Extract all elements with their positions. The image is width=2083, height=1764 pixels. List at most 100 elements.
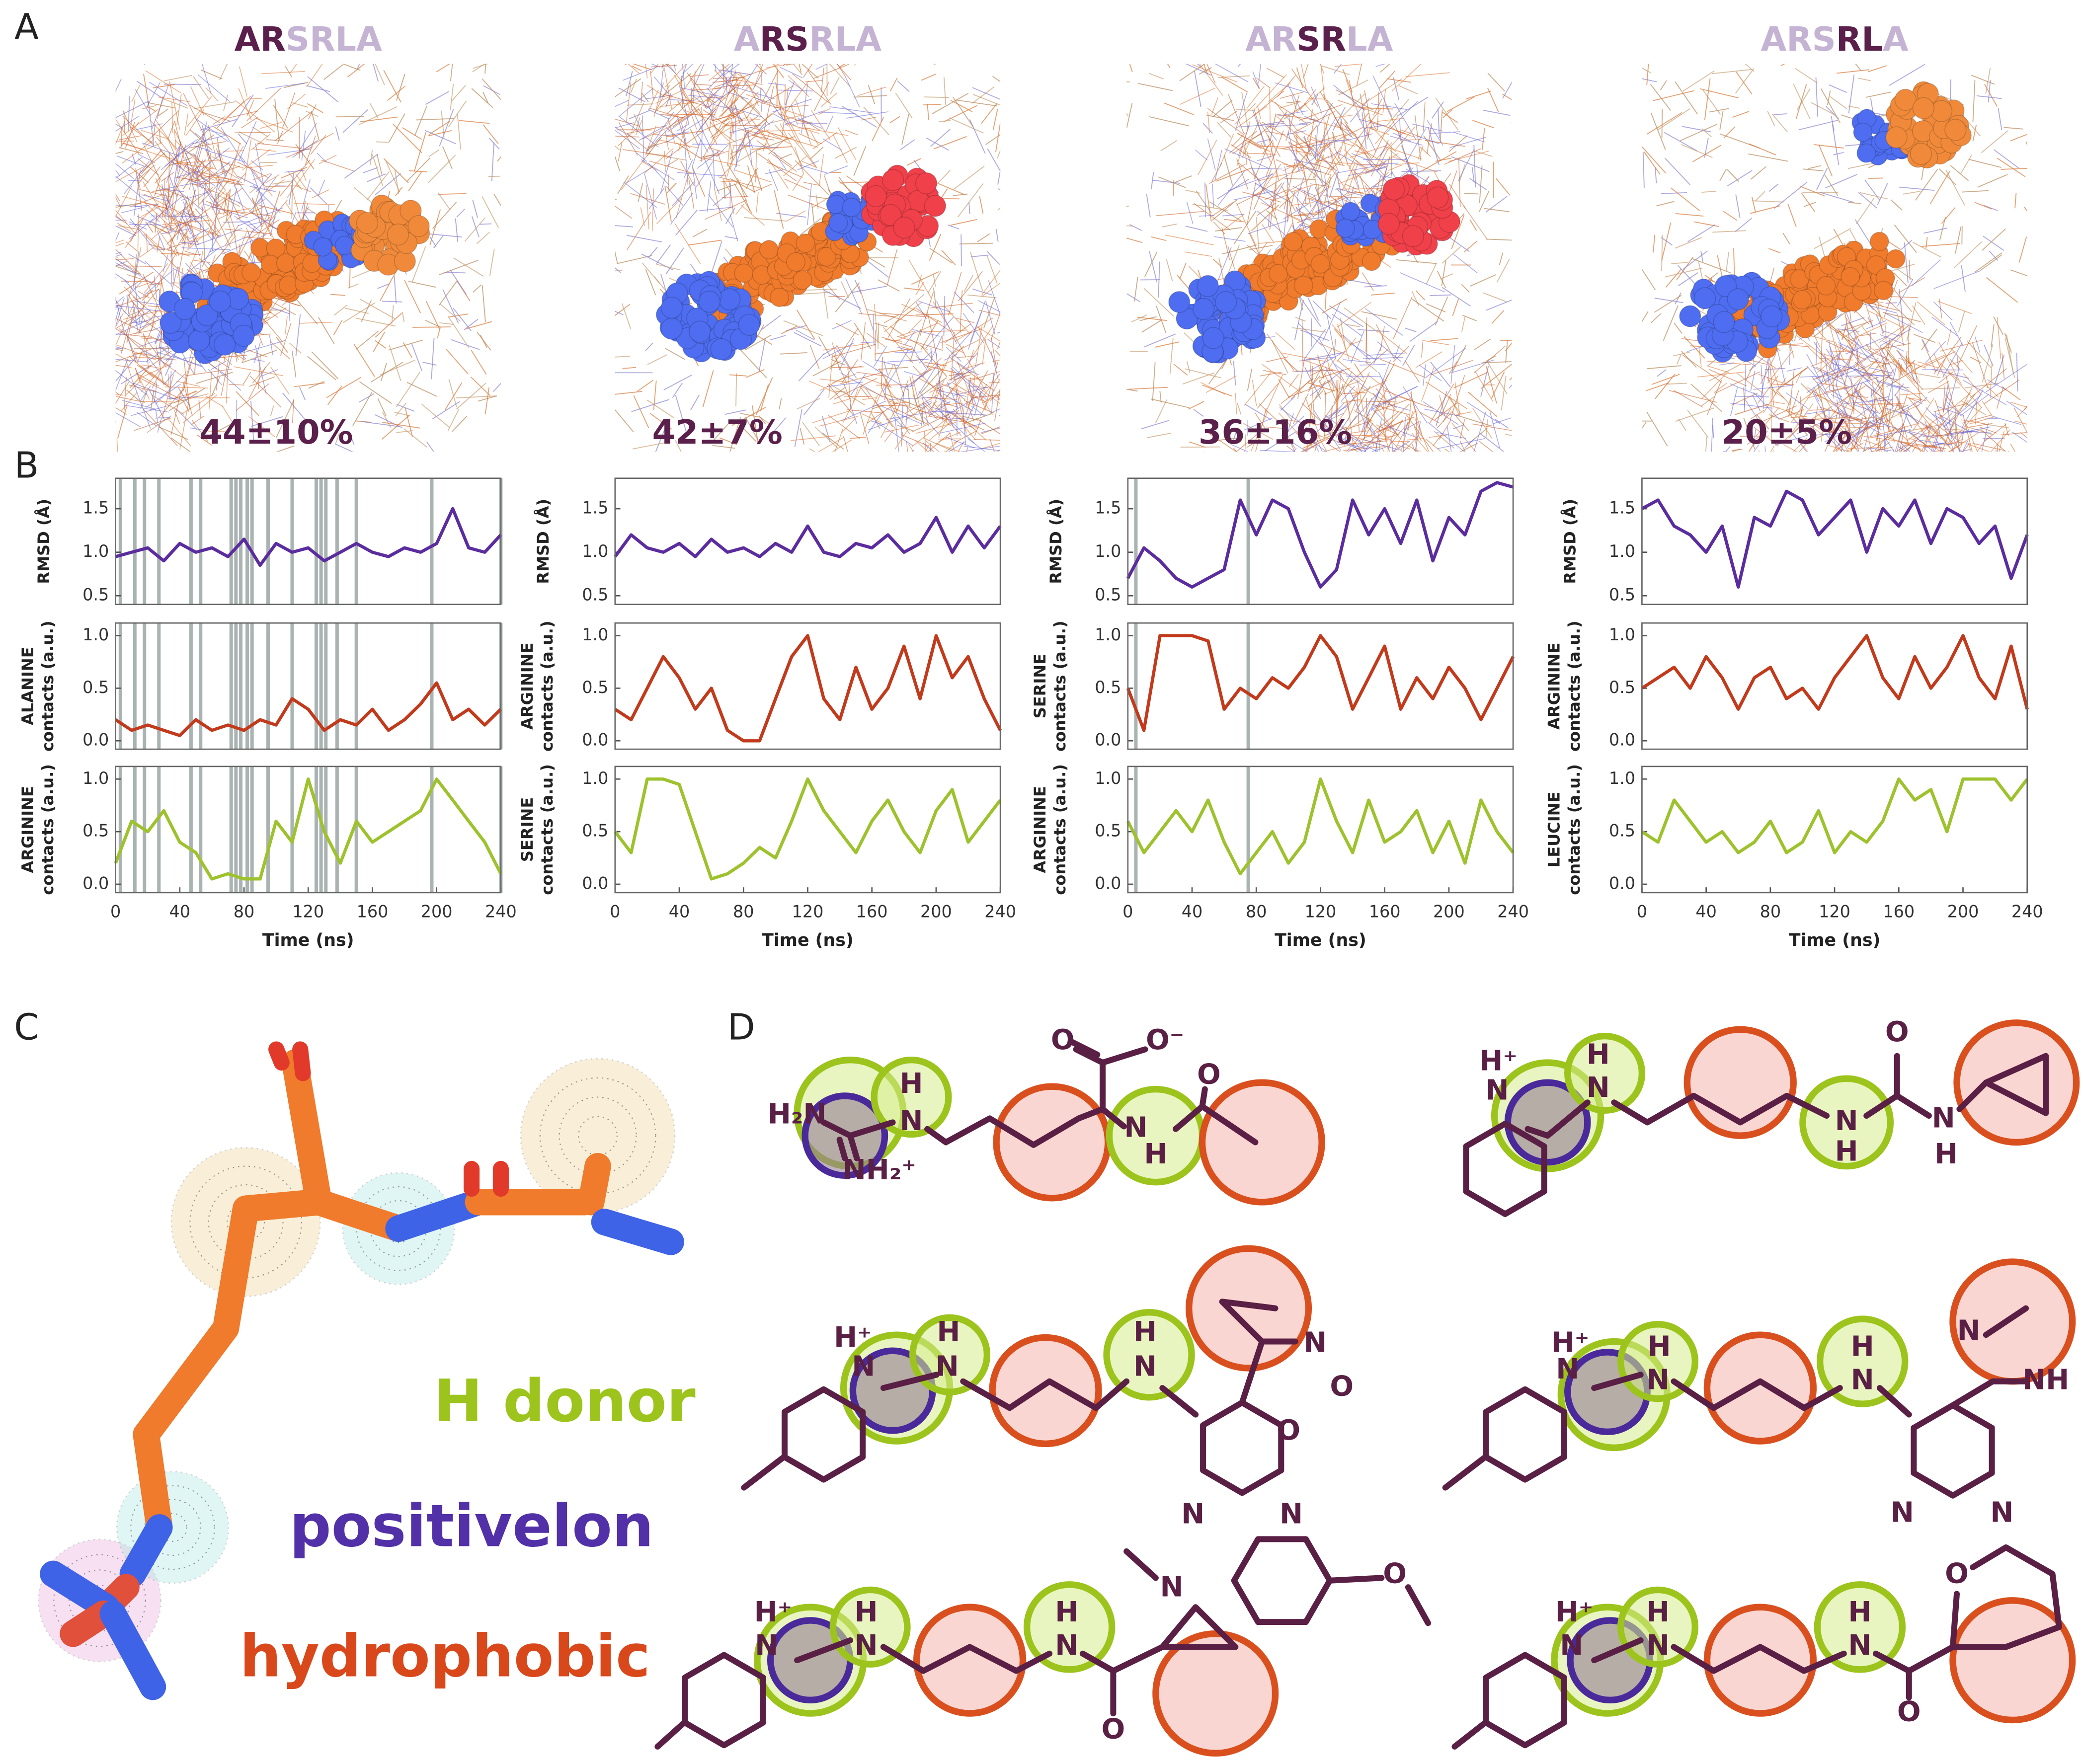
wire-line	[1241, 92, 1249, 130]
wire-line	[920, 330, 965, 333]
wire-line	[250, 358, 265, 362]
blob	[1382, 178, 1405, 201]
wire-line	[1147, 433, 1171, 439]
wire-line	[189, 156, 196, 190]
wire-line	[832, 134, 848, 163]
wire-line	[843, 383, 852, 402]
wire-line	[1984, 344, 1994, 367]
wire-line	[830, 77, 840, 94]
wire-line	[216, 172, 222, 185]
wire-line	[404, 408, 413, 437]
wire-line	[1398, 85, 1418, 94]
wire-line	[377, 283, 390, 289]
wire-line	[953, 165, 985, 190]
wire-line	[874, 322, 888, 328]
wire-line	[183, 93, 205, 136]
wire-line	[1288, 141, 1313, 156]
wire-line	[730, 122, 735, 140]
wire-line	[117, 223, 131, 232]
wire-line	[1286, 445, 1295, 452]
wire-line	[798, 353, 825, 382]
wire-line	[246, 87, 281, 121]
wire-line	[1927, 381, 1949, 393]
wire-line	[648, 246, 658, 258]
wire-line	[295, 185, 312, 193]
wire-line	[1819, 236, 1826, 260]
wire-line	[146, 289, 160, 295]
wire-line	[471, 350, 487, 375]
wire-line	[958, 418, 984, 430]
wire-line	[1308, 138, 1323, 144]
wire-line	[129, 194, 164, 208]
wire-line	[1164, 102, 1195, 115]
wire-line	[930, 303, 973, 308]
wire-line	[214, 127, 241, 145]
wire-line	[1949, 360, 1963, 366]
wire-line	[665, 158, 678, 167]
wire-line	[798, 118, 822, 129]
wire-line	[913, 366, 947, 401]
wire-line	[1857, 77, 1871, 81]
wire-line	[1322, 443, 1356, 452]
wire-line	[1214, 236, 1246, 242]
wire-line	[1938, 341, 1962, 385]
wire-line	[1753, 445, 1759, 452]
wire-line	[1430, 361, 1451, 388]
wire-line	[795, 99, 812, 146]
wire-line	[943, 296, 946, 336]
wire-line	[1252, 71, 1260, 89]
wire-line	[242, 372, 251, 385]
wire-line	[1350, 145, 1387, 158]
wire-line	[737, 346, 767, 379]
wire-line	[227, 219, 233, 237]
wire-line	[1382, 89, 1386, 113]
wire-line	[645, 126, 656, 155]
wire-line	[951, 331, 955, 381]
wire-line	[1909, 362, 1921, 383]
wire-line	[854, 322, 872, 349]
wire-line	[333, 320, 343, 336]
wire-line	[695, 108, 717, 135]
wire-line	[660, 151, 673, 193]
blob	[881, 169, 904, 191]
wire-line	[1238, 162, 1261, 181]
wire-line	[981, 269, 1001, 296]
wire-line	[615, 310, 624, 315]
wire-line	[962, 416, 978, 421]
wire-line	[832, 320, 852, 330]
wire-line	[173, 390, 197, 403]
wire-line	[803, 388, 825, 416]
wire-line	[830, 344, 876, 358]
wire-line	[161, 178, 165, 218]
wire-line	[481, 285, 486, 322]
wire-line	[622, 367, 637, 369]
wire-line	[440, 304, 461, 322]
wire-line	[141, 206, 160, 217]
wire-line	[723, 181, 726, 199]
wire-line	[682, 64, 694, 75]
wire-line	[457, 113, 461, 150]
wire-line	[1333, 146, 1344, 166]
wire-line	[1383, 424, 1415, 437]
wire-line	[1208, 360, 1227, 384]
wire-line	[223, 94, 229, 111]
wire-line	[456, 395, 497, 399]
wire-line	[1454, 411, 1472, 416]
wire-line	[1446, 96, 1475, 112]
wire-line	[115, 359, 150, 363]
wire-line	[1350, 186, 1354, 201]
wire-line	[956, 99, 997, 107]
wire-line	[1844, 327, 1872, 363]
wire-line	[1712, 230, 1747, 233]
wire-line	[1399, 119, 1401, 137]
wire-line	[1287, 131, 1300, 172]
wire-line	[720, 87, 749, 116]
wire-line	[115, 307, 122, 309]
wire-line	[938, 183, 966, 196]
wire-line	[334, 443, 354, 452]
wire-line	[1320, 408, 1339, 427]
wire-line	[1279, 407, 1304, 426]
wire-line	[631, 399, 669, 412]
wire-line	[170, 266, 178, 295]
wire-line	[752, 183, 773, 193]
